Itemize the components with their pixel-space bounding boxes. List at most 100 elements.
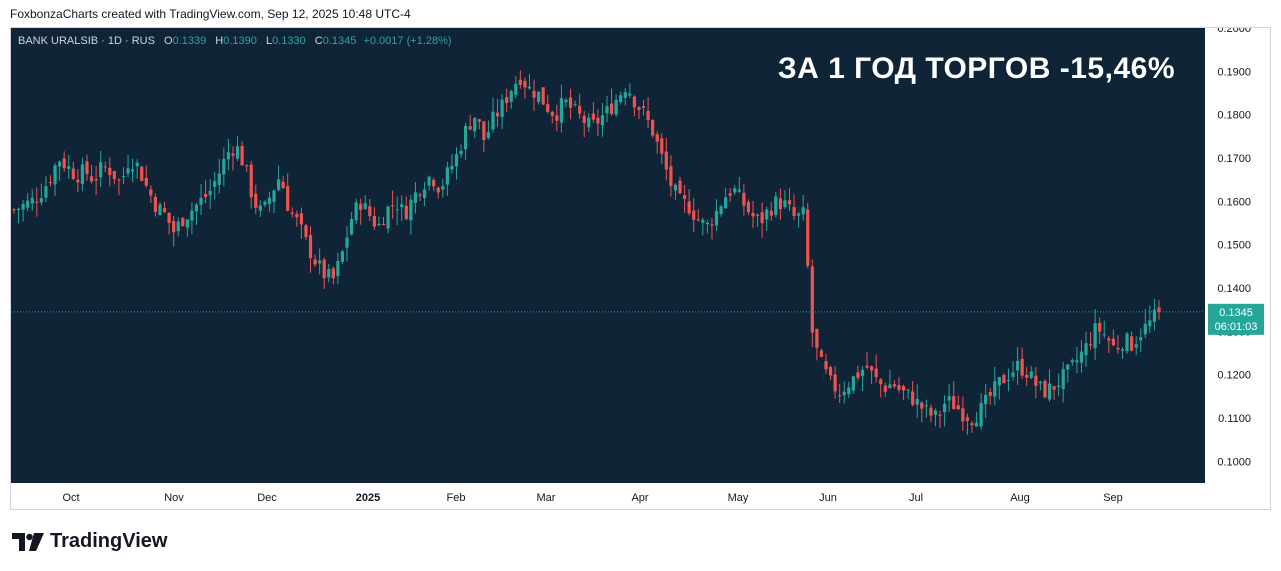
candle: [778, 188, 782, 220]
candle: [249, 161, 253, 209]
y-tick-label: 0.1700: [1217, 153, 1251, 165]
candle: [80, 157, 85, 192]
candlestick-chart[interactable]: 0.10000.11000.12000.13000.14000.15000.16…: [11, 28, 1270, 509]
candle: [194, 202, 199, 225]
candle: [979, 392, 983, 430]
price-axis[interactable]: 0.10000.11000.12000.13000.14000.15000.16…: [1217, 28, 1251, 468]
candle: [409, 195, 413, 235]
candle: [272, 189, 276, 214]
candle: [400, 195, 404, 222]
candle: [176, 217, 180, 237]
symbol-legend[interactable]: BANK URALSIB · 1D · RUS O0.1339 H0.1390 …: [18, 35, 452, 47]
candle: [637, 106, 641, 120]
y-tick-label: 0.1500: [1217, 240, 1251, 252]
candle: [89, 165, 94, 184]
candle: [815, 328, 819, 361]
candle: [728, 187, 732, 202]
x-tick-label: Sep: [1103, 492, 1123, 504]
candle: [16, 207, 21, 224]
candle: [514, 75, 518, 99]
y-tick-label: 0.1900: [1217, 66, 1251, 78]
candle: [591, 102, 595, 123]
candle: [21, 199, 25, 222]
candle: [596, 109, 600, 136]
candle: [1029, 365, 1033, 380]
candle: [222, 147, 226, 187]
candle: [1120, 347, 1125, 359]
candle: [879, 377, 883, 398]
candle: [582, 111, 586, 138]
y-tick-label: 0.1100: [1218, 413, 1251, 425]
candle: [742, 184, 746, 216]
x-tick-label: Jun: [819, 492, 837, 504]
close-label: C: [314, 35, 323, 47]
candle: [340, 249, 345, 265]
candle: [30, 189, 34, 211]
candle: [153, 193, 158, 217]
y-tick-label: 0.2000: [1217, 28, 1251, 35]
candle: [108, 157, 112, 187]
candle: [131, 158, 135, 183]
candle: [559, 84, 564, 133]
candle: [660, 133, 664, 164]
tradingview-brand[interactable]: TradingView: [12, 530, 167, 553]
candle: [1066, 364, 1070, 383]
candle: [327, 263, 331, 283]
candle: [724, 188, 728, 209]
candle: [126, 154, 130, 178]
candle: [258, 200, 262, 217]
candle: [1011, 361, 1015, 381]
candle: [454, 147, 459, 180]
candle: [313, 254, 317, 267]
high-value: 0.1390: [223, 35, 257, 47]
x-tick-label: Jul: [909, 492, 923, 504]
close-value: 0.1345: [322, 35, 357, 47]
candle: [628, 83, 632, 99]
candle: [103, 161, 107, 173]
candle: [1020, 347, 1024, 379]
candle: [952, 381, 956, 410]
candle: [318, 248, 322, 275]
candle: [1143, 309, 1147, 339]
candle: [482, 121, 486, 152]
candle: [651, 119, 655, 138]
candle: [961, 396, 965, 432]
candle: [418, 192, 422, 201]
symbol-name: BANK URALSIB · 1D · RUS: [18, 35, 155, 47]
candle: [1084, 331, 1088, 367]
candle: [276, 165, 281, 192]
overlay-title: ЗА 1 ГОД ТОРГОВ -15,46%: [777, 52, 1175, 85]
candle: [911, 381, 915, 407]
candle: [701, 217, 705, 236]
candle: [308, 226, 313, 273]
candle: [965, 413, 970, 435]
candle: [787, 188, 792, 211]
candle: [381, 216, 386, 226]
candle: [1125, 331, 1129, 354]
candle: [774, 192, 778, 218]
x-tick-label: Dec: [257, 492, 277, 504]
candle: [824, 353, 828, 374]
x-tick-label: May: [728, 492, 749, 504]
candle: [874, 354, 878, 383]
candle: [336, 252, 340, 285]
candle: [605, 95, 609, 123]
candle: [1107, 335, 1111, 354]
x-tick-label: Apr: [631, 492, 648, 504]
candle: [217, 158, 221, 194]
candle: [924, 399, 928, 418]
candle: [391, 190, 395, 219]
time-axis[interactable]: Oct Nov Dec 2025 Feb Mar Apr May Jun Jul Aug Sep: [62, 492, 1122, 504]
candle: [687, 189, 691, 216]
candle: [53, 162, 57, 197]
candle: [495, 98, 500, 127]
candle: [746, 199, 751, 216]
candle: [938, 410, 942, 429]
chart-area[interactable]: 0.10000.11000.12000.13000.14000.15000.16…: [10, 27, 1271, 510]
candle: [518, 70, 522, 89]
candle: [1157, 300, 1161, 320]
candle: [1070, 358, 1074, 366]
candles: [12, 70, 1161, 435]
candle: [359, 198, 363, 225]
candle: [500, 93, 504, 129]
